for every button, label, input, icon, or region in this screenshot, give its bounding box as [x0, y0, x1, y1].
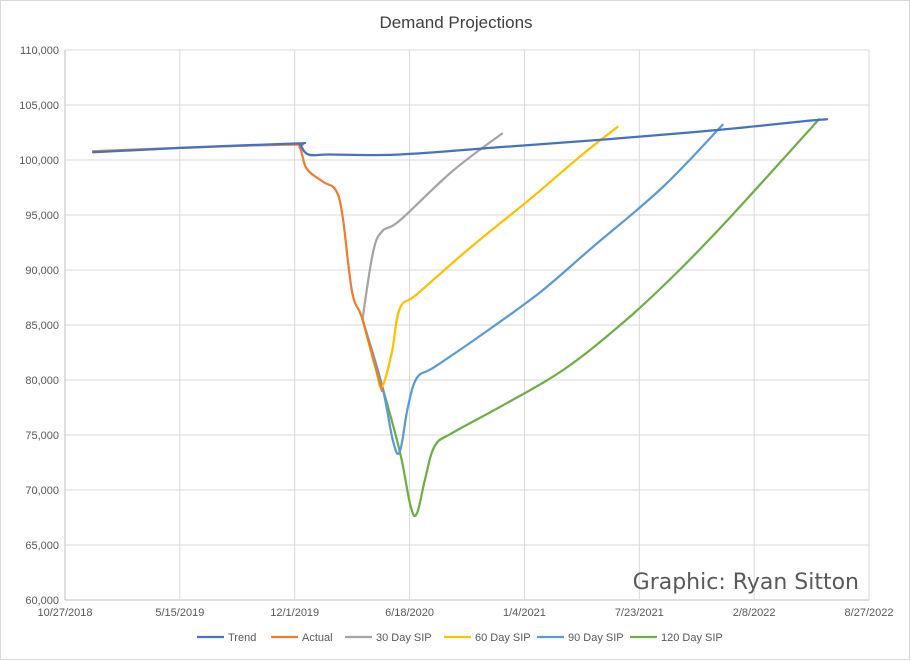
watermark-credit: Graphic: Ryan Sitton — [633, 570, 859, 595]
series-line-60-day-sip — [361, 125, 619, 389]
series-line-actual — [91, 143, 384, 393]
chart-title: Demand Projections — [379, 13, 532, 32]
legend-item: Actual — [271, 632, 333, 644]
x-tick-label: 5/15/2019 — [155, 607, 204, 619]
x-tick-label: 8/27/2022 — [845, 607, 894, 619]
y-tick-label: 90,000 — [25, 265, 59, 277]
y-tick-label: 85,000 — [25, 320, 59, 332]
x-axis-tick-labels: 10/27/2018 5/15/2019 12/1/2019 6/18/2020 1/4… — [37, 607, 893, 619]
legend-item: 90 Day SIP — [537, 632, 624, 644]
x-tick-label: 10/27/2018 — [37, 607, 92, 619]
y-tick-label: 65,000 — [25, 540, 59, 552]
x-tick-label: 12/1/2019 — [270, 607, 319, 619]
y-tick-label: 80,000 — [25, 375, 59, 387]
y-tick-label: 75,000 — [25, 430, 59, 442]
series-lines — [91, 118, 829, 518]
x-tick-label: 7/23/2021 — [615, 607, 664, 619]
legend-item: 60 Day SIP — [444, 632, 531, 644]
x-tick-label: 6/18/2020 — [385, 607, 434, 619]
legend-label: Trend — [228, 632, 256, 644]
legend-label: Actual — [302, 632, 333, 644]
y-tick-label: 70,000 — [25, 485, 59, 497]
y-axis-tick-labels: 60,000 65,000 70,000 75,000 80,000 85,000 90,0… — [19, 45, 59, 607]
y-tick-label: 60,000 — [25, 595, 59, 607]
series-line-30-day-sip — [361, 132, 504, 321]
x-tick-label: 2/8/2022 — [733, 607, 776, 619]
legend-label: 60 Day SIP — [475, 632, 531, 644]
series-line-120-day-sip — [361, 118, 821, 518]
y-tick-label: 105,000 — [19, 100, 59, 112]
legend: Trend Actual 30 Day SIP 60 Day SIP 90 Day SI… — [197, 632, 723, 644]
y-tick-label: 110,000 — [20, 45, 59, 57]
legend-label: 120 Day SIP — [661, 632, 723, 644]
legend-label: 90 Day SIP — [568, 632, 624, 644]
legend-item: Trend — [197, 632, 256, 644]
x-tick-label: 1/4/2021 — [503, 607, 546, 619]
gridlines — [64, 49, 870, 601]
legend-item: 30 Day SIP — [345, 632, 432, 644]
y-tick-label: 95,000 — [25, 210, 59, 222]
series-line-90-day-sip — [361, 123, 724, 456]
legend-item: 120 Day SIP — [630, 632, 723, 644]
series-line-trend — [91, 118, 829, 157]
legend-label: 30 Day SIP — [376, 632, 432, 644]
y-tick-label: 100,000 — [19, 155, 59, 167]
